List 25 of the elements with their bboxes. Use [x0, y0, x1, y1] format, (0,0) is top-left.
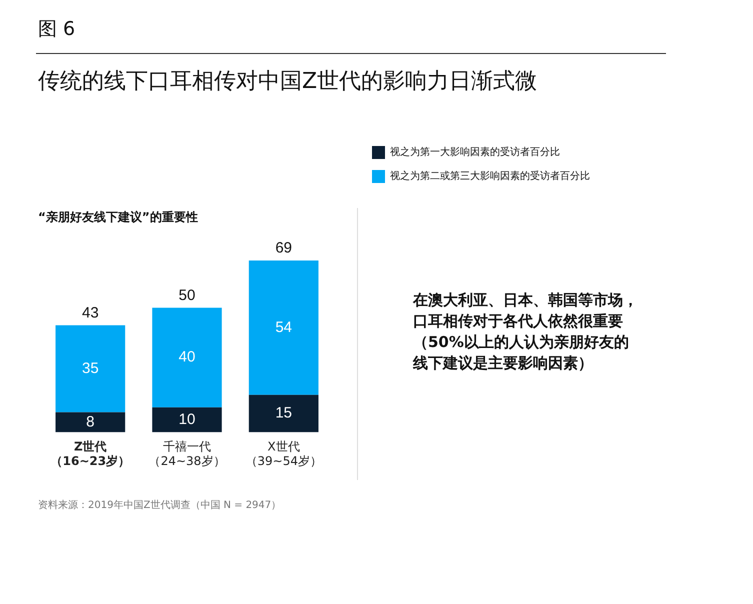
chart-subtitle: “亲朋好友线下建议”的重要性 — [38, 209, 198, 226]
bar — [56, 325, 126, 412]
total-label: 43 — [82, 304, 99, 322]
text: 资料来源：2019年中国Z世代调查（中国 N = 2947） — [38, 498, 282, 512]
bar — [248, 394, 318, 432]
x-tick-label: Z世代（16~23岁） — [50, 440, 130, 468]
data-label: 15 — [275, 404, 292, 422]
data-label: 54 — [275, 318, 292, 336]
caption: 图 6 — [38, 17, 76, 42]
total-label: 50 — [178, 286, 196, 304]
data-label: 35 — [82, 360, 99, 377]
chart-title: 传统的线下口耳相传对中国Z世代的影响力日渐式微 — [38, 68, 538, 96]
data-label: 10 — [178, 410, 196, 428]
bar — [56, 412, 126, 432]
bar — [248, 260, 318, 395]
bar — [152, 308, 222, 408]
legend-label: 视之为第二或第三大影响因素的受访者百分比 — [390, 170, 590, 183]
text: 在澳大利亚、日本、韩国等市场，口耳相传对于各代人依然很重要（50%以上的人认为亲朋好友的线下建议是主要影响因素） — [413, 290, 638, 374]
data-label: 40 — [178, 348, 196, 366]
bar — [152, 407, 222, 432]
total-label: 69 — [275, 240, 292, 257]
x-tick-label: X世代（39~54岁） — [245, 440, 322, 468]
legend-label: 视之为第一大影响因素的受访者百分比 — [390, 146, 560, 159]
data-label: 8 — [86, 413, 95, 430]
x-tick-label: 千禧一代（24~38岁） — [148, 440, 226, 468]
